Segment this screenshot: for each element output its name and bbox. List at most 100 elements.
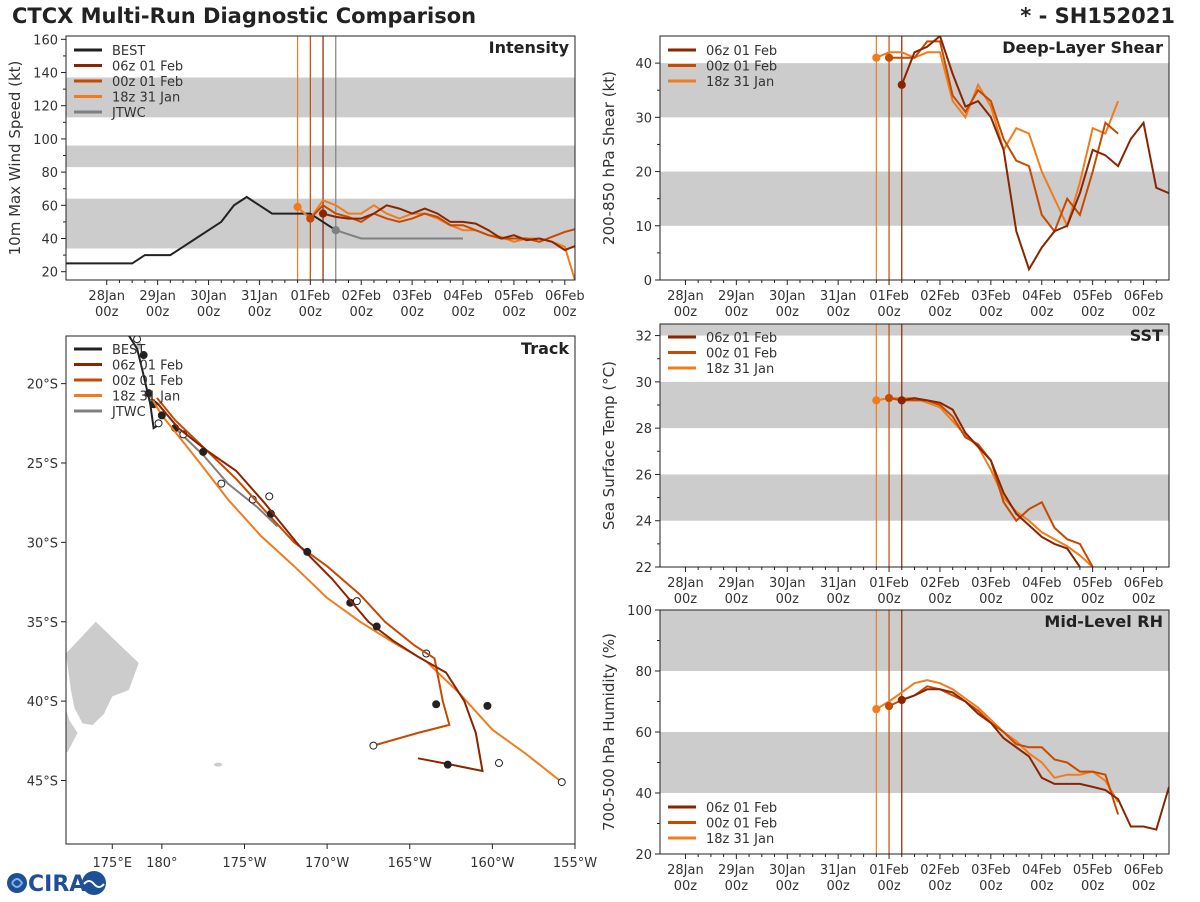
x-tick-hour: 00z [1132, 305, 1156, 320]
series-marker [872, 53, 881, 62]
x-tick-date: 31Jan [241, 289, 278, 304]
legend-label: 06z 01 Feb [706, 801, 777, 816]
x-tick-hour: 00z [1081, 592, 1105, 607]
x-tick-hour: 00z [1030, 592, 1054, 607]
series-marker [331, 226, 340, 235]
y-tick-label: 32 [635, 330, 652, 345]
x-tick-hour: 00z [928, 879, 952, 894]
track-marker [494, 759, 503, 768]
lat-tick-label: 45°S [27, 775, 58, 790]
legend-label: 06z 01 Feb [706, 44, 777, 59]
cira-globe-icon [7, 873, 27, 893]
y-tick-label: 28 [635, 422, 652, 437]
lat-tick-label: 20°S [27, 378, 58, 393]
legend-label: 18z 31 Jan [112, 91, 180, 106]
track-line-18z 31 Jan [147, 392, 563, 783]
lat-tick-label: 40°S [27, 695, 58, 710]
series-line-06z 01 Feb [322, 204, 575, 252]
legend-label: BEST [112, 44, 145, 59]
panel-title: Intensity [489, 38, 570, 57]
x-tick-hour: 00z [776, 305, 800, 320]
shaded-band [660, 324, 1169, 336]
axes-frame [65, 335, 576, 845]
x-tick-hour: 00z [725, 879, 749, 894]
x-tick-date: 02Feb [920, 576, 960, 591]
plot-area-rh [660, 610, 1169, 854]
x-tick-hour: 00z [877, 879, 901, 894]
y-axis-label: 10m Max Wind Speed (kt) [6, 61, 24, 256]
panel-sst: 22242628303228Jan00z29Jan00z30Jan00z31Ja… [600, 323, 1170, 607]
x-tick-date: 02Feb [920, 863, 960, 878]
track-marker [133, 336, 142, 344]
panel-rh: 2040608010028Jan00z29Jan00z30Jan00z31Jan… [600, 604, 1170, 894]
track-line-00z 01 Feb [156, 397, 451, 747]
x-tick-hour: 00z [1081, 879, 1105, 894]
x-tick-hour: 00z [1132, 879, 1156, 894]
y-tick-label: 20 [41, 266, 58, 281]
x-tick-hour: 00z [877, 592, 901, 607]
lon-tick-label: 175°E [93, 856, 133, 871]
lat-tick-label: 25°S [27, 457, 58, 472]
legend-label: 06z 01 Feb [706, 331, 777, 346]
x-tick-hour: 00z [1132, 592, 1156, 607]
x-tick-hour: 00z [451, 305, 475, 320]
y-axis-label: 200-850 hPa Shear (kt) [600, 71, 618, 245]
series-line-JTWC [335, 229, 463, 240]
x-tick-date: 28Jan [667, 289, 704, 304]
panel-shear: 01020304028Jan00z29Jan00z30Jan00z31Jan00… [600, 35, 1170, 320]
legend-label: JTWC [111, 405, 146, 420]
x-tick-date: 01Feb [869, 576, 909, 591]
x-tick-date: 29Jan [718, 576, 755, 591]
legend-label: 18z 31 Jan [706, 362, 774, 377]
panel-title: Deep-Layer Shear [1002, 38, 1163, 57]
x-tick-hour: 00z [928, 305, 952, 320]
map-area [66, 336, 566, 787]
x-tick-date: 02Feb [920, 289, 960, 304]
series-marker [884, 393, 894, 403]
series-marker [872, 705, 881, 714]
x-tick-date: 05Feb [1073, 289, 1113, 304]
x-tick-date: 03Feb [971, 576, 1011, 591]
page-title: CTCX Multi-Run Diagnostic Comparison [12, 4, 477, 28]
x-tick-hour: 00z [502, 305, 526, 320]
y-axis-label: Sea Surface Temp (°C) [600, 361, 618, 530]
storm-id: * - SH152021 [1020, 4, 1175, 28]
x-tick-date: 03Feb [392, 289, 432, 304]
chatham-islands [214, 762, 223, 767]
shaded-band [660, 610, 1169, 671]
x-tick-date: 31Jan [820, 863, 857, 878]
track-marker [352, 597, 361, 606]
shaded-band [66, 198, 575, 249]
lon-tick-label: 165°W [388, 856, 432, 871]
x-tick-date: 04Feb [1022, 576, 1062, 591]
series-line-06z 01 Feb [900, 36, 1169, 272]
x-tick-date: 04Feb [1022, 289, 1062, 304]
x-tick-date: 28Jan [667, 576, 704, 591]
lon-tick-label: 160°W [470, 856, 514, 871]
legend-label: 18z 31 Jan [112, 390, 180, 405]
series-marker [884, 701, 894, 711]
x-tick-hour: 00z [776, 879, 800, 894]
panel-title: Mid-Level RH [1044, 612, 1163, 631]
legend-label: 00z 01 Feb [706, 347, 777, 362]
panel-track: 175°E 180° 175°W 170°W 165°W 160°W 155°W 20°S 25… [27, 335, 597, 871]
series-line-06z 01 Feb [901, 397, 1081, 567]
x-tick-date: 06Feb [545, 289, 585, 304]
x-tick-hour: 00z [350, 305, 374, 320]
legend-label: 18z 31 Jan [706, 832, 774, 847]
track-marker [139, 351, 148, 360]
series-marker [884, 53, 894, 62]
x-tick-hour: 00z [95, 305, 119, 320]
x-tick-hour: 00z [979, 879, 1003, 894]
legend-label: BEST [112, 343, 145, 358]
y-tick-label: 40 [635, 57, 652, 72]
lon-tick-label: 155°W [553, 856, 597, 871]
lat-tick-label: 30°S [27, 536, 58, 551]
track-marker [557, 778, 566, 787]
x-tick-date: 05Feb [1073, 863, 1113, 878]
x-tick-date: 29Jan [139, 289, 176, 304]
y-tick-label: 100 [33, 133, 58, 148]
new-zealand-south-island [66, 709, 78, 752]
shaded-band [660, 474, 1169, 521]
lon-tick-label: 180° [146, 856, 177, 871]
